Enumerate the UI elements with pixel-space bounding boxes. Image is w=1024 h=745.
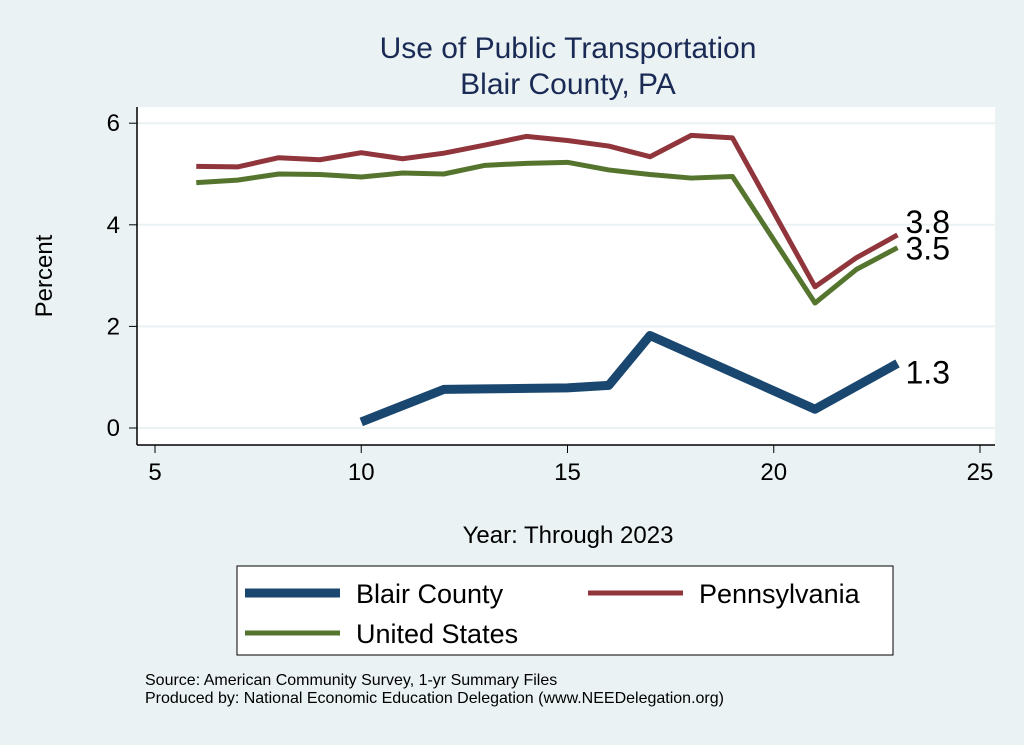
legend-label: Pennsylvania [699,579,861,609]
end-value-label: 3.5 [906,231,950,267]
x-tick-label: 10 [348,459,375,486]
legend-label: Blair County [356,579,504,609]
x-tick-label: 5 [148,459,161,486]
end-value-label: 1.3 [906,354,950,390]
chart-subtitle: Blair County, PA [460,68,676,101]
plot-area [137,107,995,445]
legend-box [236,565,894,656]
legend-label: United States [356,619,518,649]
series-line-united-states [196,159,899,306]
series-line-pennsylvania [196,132,899,290]
series-line-blair-county [359,331,900,427]
produced-by-note: Produced by: National Economic Education… [145,690,724,707]
y-tick-label: 4 [107,212,120,239]
x-axis-label: Year: Through 2023 [463,522,674,549]
y-axis-label: Percent [31,234,58,317]
end-value-label: 3.8 [906,204,950,240]
source-note: Source: American Community Survey, 1-yr … [145,672,558,689]
x-tick-label: 20 [760,459,787,486]
x-tick-label: 25 [967,459,994,486]
y-tick-label: 0 [107,415,120,442]
chart-title: Use of Public Transportation [380,32,757,65]
x-tick-label: 15 [554,459,581,486]
y-tick-label: 2 [107,313,120,340]
y-tick-label: 6 [107,110,120,137]
